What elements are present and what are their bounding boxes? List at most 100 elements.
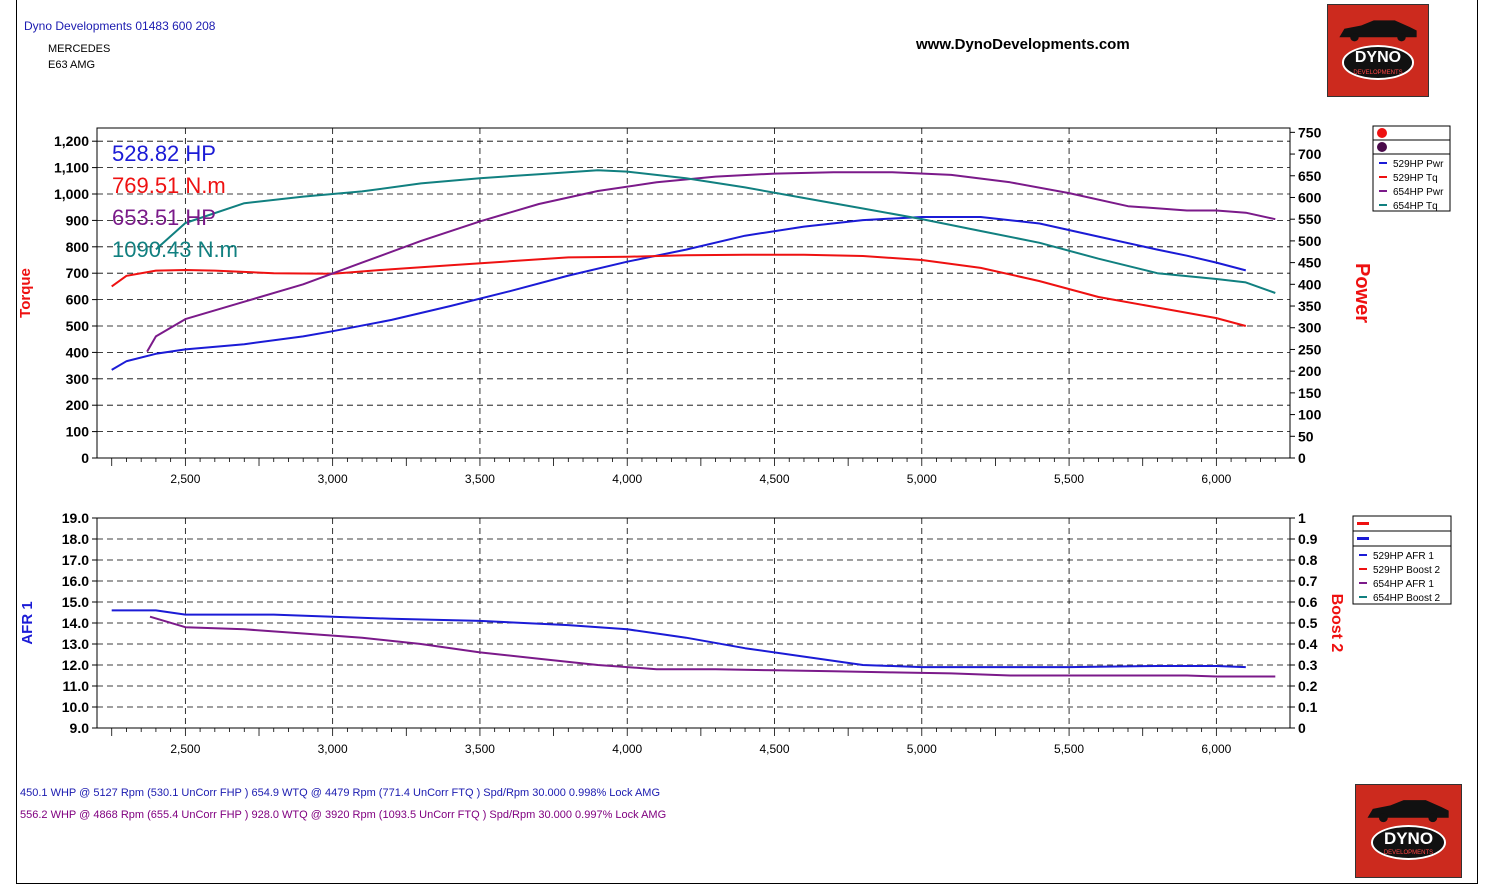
- left-tick-label: 13.0: [62, 636, 89, 652]
- logo-oval: [1370, 825, 1447, 861]
- left-tick-label: 700: [66, 265, 90, 281]
- left-tick-label: 500: [66, 318, 90, 334]
- car-silhouette-icon: [1339, 20, 1417, 42]
- right-tick-label: 500: [1298, 233, 1322, 249]
- right-tick-label: 600: [1298, 189, 1322, 205]
- legend-entry: 654HP Pwr: [1393, 187, 1444, 198]
- right-tick-label: 0: [1298, 450, 1306, 466]
- right-tick-label: 550: [1298, 211, 1322, 227]
- right-tick-label: 350: [1298, 298, 1322, 314]
- company-name: Dyno Developments 01483 600 208: [24, 19, 216, 33]
- right-tick-label: 750: [1298, 124, 1322, 140]
- overlay-value-1: 528.82 HP: [112, 141, 216, 166]
- x-tick-label: 4,500: [759, 472, 789, 486]
- car-silhouette-icon: [1367, 800, 1450, 823]
- right-axis-title: Boost 2: [1328, 594, 1345, 653]
- series-line-529hp-afr-1: [111, 609, 1246, 669]
- right-tick-label: 100: [1298, 407, 1322, 423]
- x-tick-label: 3,000: [318, 742, 348, 756]
- run-summary-654hp: 556.2 WHP @ 4868 Rpm (655.4 UnCorr FHP )…: [20, 809, 667, 821]
- series-line-654hp-tq: [155, 169, 1276, 294]
- left-tick-label: 19.0: [62, 510, 89, 526]
- plot-area: [96, 127, 1291, 459]
- left-tick-label: 900: [66, 212, 90, 228]
- x-tick-label: 5,000: [907, 472, 937, 486]
- x-tick-label: 4,000: [612, 472, 642, 486]
- right-tick-label: 0.2: [1298, 678, 1318, 694]
- left-tick-label: 16.0: [62, 573, 89, 589]
- left-tick-label: 1,000: [54, 186, 89, 202]
- series-line-654hp-afr-1: [149, 615, 1276, 678]
- x-tick-label: 5,500: [1054, 472, 1084, 486]
- right-tick-label: 0.3: [1298, 657, 1318, 673]
- dyno-logo-bottom: DYNO DEVELOPMENTS: [1355, 784, 1462, 878]
- right-tick-label: 0: [1298, 720, 1306, 736]
- legend-swatch-icon: [1377, 128, 1387, 138]
- x-tick-label: 5,500: [1054, 742, 1084, 756]
- logo-subtext: DEVELOPMENTS: [1353, 69, 1403, 76]
- x-tick-label: 5,000: [907, 742, 937, 756]
- left-tick-label: 300: [66, 371, 90, 387]
- right-tick-label: 1: [1298, 510, 1306, 526]
- right-tick-label: 0.6: [1298, 594, 1318, 610]
- right-tick-label: 250: [1298, 341, 1322, 357]
- right-tick-label: 200: [1298, 363, 1322, 379]
- vehicle-model: E63 AMG: [48, 59, 96, 71]
- left-tick-label: 11.0: [63, 678, 90, 694]
- series-line-529hp-tq: [111, 253, 1247, 327]
- right-axis-title: Power: [1351, 263, 1373, 323]
- legend-entry: 529HP Tq: [1393, 173, 1438, 184]
- left-tick-label: 200: [66, 397, 90, 413]
- left-tick-label: 100: [66, 424, 90, 440]
- left-tick-label: 0: [81, 450, 89, 466]
- right-tick-label: 0.7: [1298, 573, 1318, 589]
- x-tick-label: 3,500: [465, 472, 495, 486]
- right-tick-label: 400: [1298, 276, 1322, 292]
- legend-entry: 654HP Boost 2: [1373, 593, 1441, 604]
- legend-entry: 529HP Pwr: [1393, 159, 1444, 170]
- right-tick-label: 50: [1298, 428, 1314, 444]
- x-tick-label: 2,500: [170, 472, 200, 486]
- left-tick-label: 1,100: [54, 160, 89, 176]
- left-tick-label: 800: [66, 239, 90, 255]
- legend-entry: 529HP Boost 2: [1373, 565, 1441, 576]
- legend-entry: 654HP Tq: [1393, 201, 1438, 212]
- left-tick-label: 14.0: [62, 615, 89, 631]
- x-tick-label: 4,000: [612, 742, 642, 756]
- left-tick-label: 17.0: [62, 552, 89, 568]
- left-tick-label: 18.0: [62, 531, 89, 547]
- left-tick-label: 600: [66, 292, 90, 308]
- left-tick-label: 12.0: [62, 657, 89, 673]
- x-tick-label: 6,000: [1201, 742, 1231, 756]
- legend-entry: 529HP AFR 1: [1373, 551, 1434, 562]
- left-tick-label: 1,200: [54, 133, 89, 149]
- afr-boost-chart: 9.0 10.0 11.0 12.0 13.0 14.0 15.0 16.0 17.0 18.0 1…: [19, 510, 1452, 756]
- x-tick-label: 6,000: [1201, 472, 1231, 486]
- right-tick-label: 300: [1298, 320, 1322, 336]
- overlay-value-4: 1090.43 N.m: [112, 237, 238, 262]
- left-tick-label: 9.0: [70, 720, 90, 736]
- right-tick-label: 0.9: [1298, 531, 1318, 547]
- website-url[interactable]: www.DynoDevelopments.com: [916, 36, 1130, 53]
- left-axis-title: AFR 1: [19, 601, 36, 644]
- right-tick-label: 450: [1298, 255, 1322, 271]
- right-tick-label: 0.4: [1298, 636, 1318, 652]
- legend-swatch-icon: [1377, 142, 1387, 152]
- right-tick-label: 0.1: [1298, 699, 1318, 715]
- x-tick-label: 3,500: [465, 742, 495, 756]
- right-tick-label: 0.5: [1298, 615, 1318, 631]
- left-tick-label: 400: [66, 344, 90, 360]
- right-tick-label: 150: [1298, 385, 1322, 401]
- logo-subtext: DEVELOPMENTS: [1383, 850, 1434, 857]
- x-tick-label: 2,500: [170, 742, 200, 756]
- left-tick-label: 10.0: [62, 699, 89, 715]
- dyno-logo-top: DYNO DEVELOPMENTS: [1327, 4, 1429, 97]
- legend-entry: 654HP AFR 1: [1373, 579, 1434, 590]
- power-torque-chart: 01002003004005006007008009001,0001,1001,…: [17, 124, 1451, 486]
- run-summary-529hp: 450.1 WHP @ 5127 Rpm (530.1 UnCorr FHP )…: [20, 787, 661, 799]
- x-tick-label: 4,500: [759, 742, 789, 756]
- logo-text: DYNO: [1354, 48, 1402, 66]
- overlay-value-3: 653.51 HP: [112, 205, 216, 230]
- x-tick-label: 3,000: [318, 472, 348, 486]
